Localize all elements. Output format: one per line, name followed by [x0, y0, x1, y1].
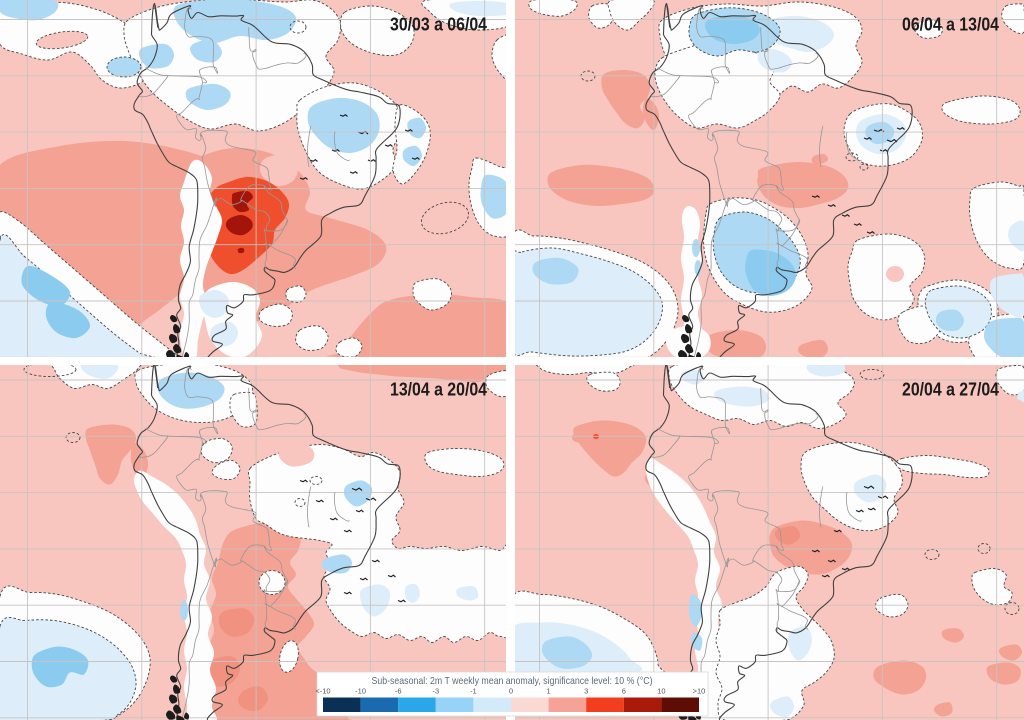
svg-text:-6: -6 — [395, 687, 402, 696]
svg-text:1: 1 — [547, 687, 551, 696]
svg-text:20/04 a 27/04: 20/04 a 27/04 — [902, 378, 1000, 399]
svg-text:-3: -3 — [432, 687, 439, 696]
svg-text:-10: -10 — [355, 687, 366, 696]
svg-text:6: 6 — [622, 687, 626, 696]
svg-text:10: 10 — [657, 687, 665, 696]
svg-text:0: 0 — [509, 687, 513, 696]
svg-text:3: 3 — [584, 687, 588, 696]
svg-text:Sub-seasonal: 2m T weekly mean: Sub-seasonal: 2m T weekly mean anomaly, … — [372, 675, 653, 687]
svg-text:-1: -1 — [470, 687, 477, 696]
svg-text:06/04 a 13/04: 06/04 a 13/04 — [902, 14, 1000, 35]
svg-text:>10: >10 — [693, 687, 706, 696]
svg-text:13/04 a 20/04: 13/04 a 20/04 — [390, 378, 488, 399]
svg-text:<-10: <-10 — [315, 687, 330, 696]
svg-text:30/03 a 06/04: 30/03 a 06/04 — [390, 14, 488, 35]
